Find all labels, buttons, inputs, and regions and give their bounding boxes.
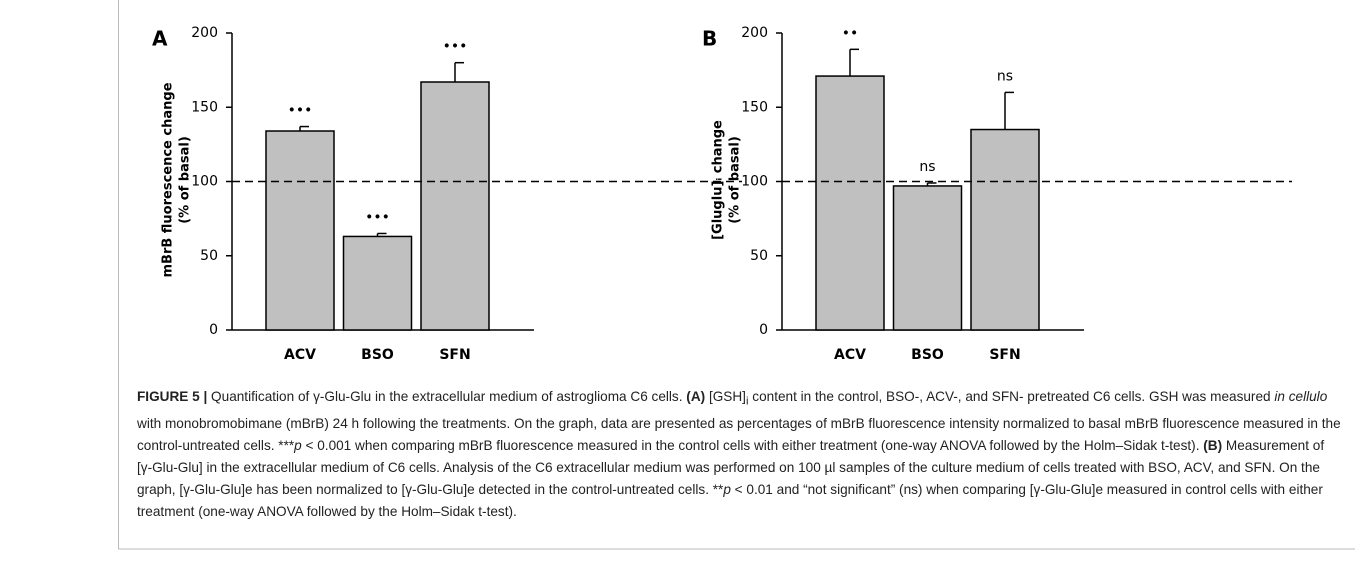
caption-text: Measurement of [γ-Glu-Glu] in the extrac… — [137, 437, 1325, 497]
caption-text: Quantification of γ-Glu-Glu in the extra… — [207, 389, 687, 404]
y-tick-label: 100 — [191, 174, 218, 190]
x-tick-label: SFN — [439, 347, 470, 363]
y-tick-label: 0 — [209, 322, 218, 338]
annotation: •• — [842, 25, 859, 41]
caption-italic: p — [723, 481, 731, 497]
caption-label: FIGURE 5 | — [137, 389, 208, 404]
x-tick-label: BSO — [361, 347, 394, 363]
y-tick-label: 150 — [191, 99, 218, 115]
annotation: ns — [997, 68, 1013, 84]
annotation: ••• — [443, 39, 468, 55]
caption-text: < 0.001 when comparing mBrB fluorescence… — [301, 437, 1204, 453]
bar — [970, 128, 1040, 331]
bar — [342, 235, 413, 331]
caption: FIGURE 5 | Quantification of γ-Glu-Glu i… — [137, 386, 1342, 523]
bar — [892, 185, 963, 331]
y-tick-label: 50 — [200, 248, 218, 264]
y-axis-label: [Gluglu]ᵢ change — [711, 120, 726, 240]
caption-panel: (B) — [1203, 437, 1223, 453]
bar — [265, 130, 335, 331]
caption-sub: i — [745, 395, 749, 408]
caption-text: < 0.01 and “not significant” (ns) when c… — [137, 481, 1323, 519]
bar — [420, 81, 490, 331]
y-axis-label: (% of basal) — [178, 136, 193, 224]
caption-panel: (A) — [686, 389, 706, 404]
caption-italic: in cellulo — [1274, 389, 1328, 404]
x-tick-label: BSO — [911, 347, 944, 363]
caption-text: content in the control, BSO-, ACV-, and … — [748, 389, 1275, 404]
y-tick-label: 150 — [741, 99, 768, 115]
annotation: ••• — [365, 209, 390, 225]
annotation: ••• — [288, 103, 313, 119]
panel-label: A — [152, 27, 168, 51]
annotation: ns — [919, 159, 935, 175]
y-axis-label: mBrB fluorescence change — [161, 82, 176, 277]
bar — [815, 75, 885, 331]
y-tick-label: 0 — [759, 322, 768, 338]
x-tick-label: ACV — [834, 347, 866, 363]
y-tick-label: 100 — [741, 174, 768, 190]
y-tick-label: 200 — [741, 25, 768, 41]
x-tick-label: ACV — [284, 347, 316, 363]
caption-italic: p — [294, 437, 302, 453]
y-tick-label: 200 — [191, 25, 218, 41]
figure-border — [118, 0, 1355, 550]
y-axis-label: (% of basal) — [728, 136, 743, 224]
panel-label: B — [702, 27, 717, 51]
caption-text: [GSH] — [705, 389, 746, 404]
x-tick-label: SFN — [989, 347, 1020, 363]
caption-text: with monobromobimane (mBrB) 24 h followi… — [137, 415, 1341, 453]
y-tick-label: 50 — [750, 248, 768, 264]
